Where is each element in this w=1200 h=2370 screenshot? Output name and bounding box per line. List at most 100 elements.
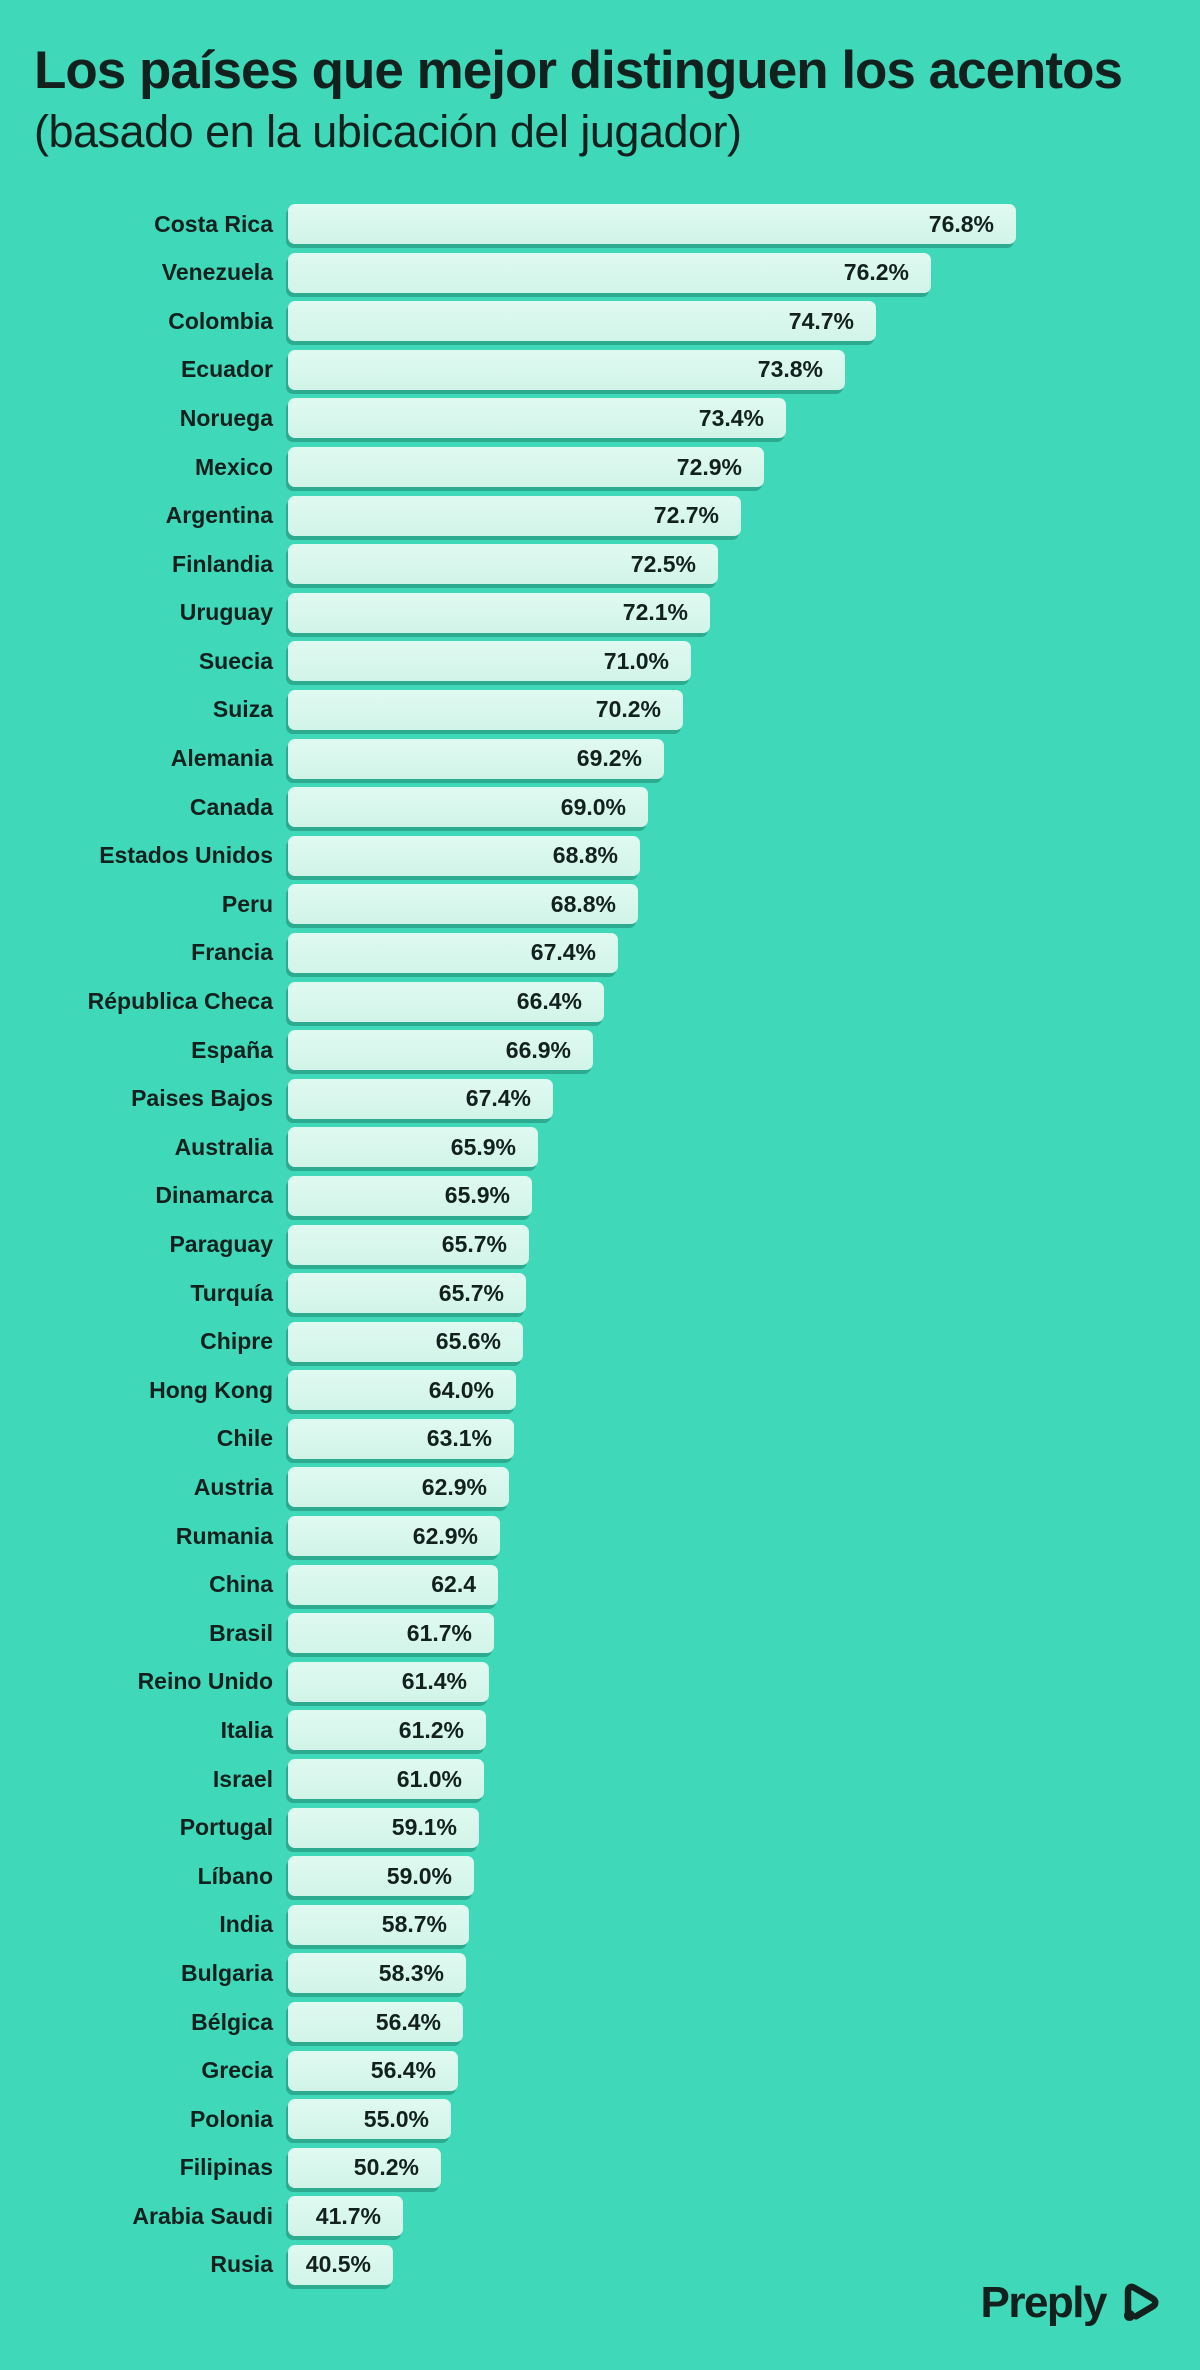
bar: 73.4% <box>288 398 786 439</box>
bar: 59.1% <box>288 1807 479 1848</box>
chart-title: Los países que mejor distinguen los acen… <box>34 41 1123 100</box>
value-label: 58.7% <box>381 1911 447 1938</box>
country-label: Colombia <box>168 307 273 334</box>
bar: 74.7% <box>288 301 876 342</box>
bar: 50.2% <box>288 2147 441 2188</box>
bar: 69.2% <box>288 738 664 779</box>
value-label: 56.4% <box>375 2008 441 2035</box>
value-label: 55.0% <box>363 2105 429 2132</box>
bar-row: Israel 61.0% <box>0 1759 1200 1800</box>
value-label: 56.4% <box>370 2057 436 2084</box>
country-label: Argentina <box>165 502 273 529</box>
bar-row: Francia 67.4% <box>0 932 1200 973</box>
value-label: 73.8% <box>757 356 823 383</box>
country-label: Républica Checa <box>87 988 273 1015</box>
bar: 61.7% <box>288 1613 494 1654</box>
bar: 65.9% <box>288 1175 532 1216</box>
bar-row: Canada 69.0% <box>0 787 1200 828</box>
value-label: 73.4% <box>698 404 764 431</box>
header: Los países que mejor distinguen los acen… <box>0 0 1200 158</box>
country-label: Filipinas <box>179 2154 273 2181</box>
bar-row: Bélgica 56.4% <box>0 2002 1200 2043</box>
bar: 72.1% <box>288 592 710 633</box>
bar: 65.7% <box>288 1273 526 1314</box>
bar: 61.4% <box>288 1661 489 1702</box>
bar-row: Argentina 72.7% <box>0 495 1200 536</box>
bar: 72.5% <box>288 544 718 585</box>
chart-subtitle: (basado en la ubicación del jugador) <box>34 106 742 158</box>
bar-row: Rumania 62.9% <box>0 1516 1200 1557</box>
bar: 68.8% <box>288 884 638 925</box>
country-label: Australia <box>174 1133 273 1160</box>
country-label: Brasil <box>209 1619 273 1646</box>
country-label: Turquía <box>190 1279 273 1306</box>
bar-row: India 58.7% <box>0 1904 1200 1945</box>
bar-row: Dinamarca 65.9% <box>0 1175 1200 1216</box>
bar: 67.4% <box>288 932 618 973</box>
bar-row: Bulgaria 58.3% <box>0 1953 1200 1994</box>
value-label: 59.0% <box>386 1862 452 1889</box>
country-label: Arabia Saudi <box>132 2202 273 2229</box>
country-label: Venezuela <box>161 259 273 286</box>
bar-row: Alemania 69.2% <box>0 738 1200 779</box>
country-label: Dinamarca <box>155 1182 273 1209</box>
country-label: Chile <box>216 1425 273 1452</box>
country-label: Italia <box>220 1716 273 1743</box>
value-label: 70.2% <box>595 696 661 723</box>
bar-row: Chipre 65.6% <box>0 1321 1200 1362</box>
country-label: Portugal <box>179 1814 273 1841</box>
country-label: Francia <box>191 939 273 966</box>
country-label: Noruega <box>179 404 273 431</box>
bar-row: Républica Checa 66.4% <box>0 981 1200 1022</box>
bar-row: Peru 68.8% <box>0 884 1200 925</box>
country-label: Chipre <box>200 1328 273 1355</box>
bar: 41.7% <box>288 2196 403 2237</box>
value-label: 61.4% <box>401 1668 467 1695</box>
bar: 61.2% <box>288 1710 486 1751</box>
country-label: Mexico <box>195 453 273 480</box>
country-label: Bulgaria <box>180 1959 273 1986</box>
country-label: India <box>219 1911 273 1938</box>
country-label: Grecia <box>201 2057 273 2084</box>
bar: 62.4 <box>288 1564 498 1605</box>
bar: 65.9% <box>288 1127 538 1168</box>
country-label: Costa Rica <box>154 210 273 237</box>
value-label: 59.1% <box>391 1814 457 1841</box>
country-label: España <box>191 1036 273 1063</box>
value-label: 74.7% <box>788 307 854 334</box>
bar: 56.4% <box>288 2050 458 2091</box>
bar-row: Filipinas 50.2% <box>0 2147 1200 2188</box>
bar: 70.2% <box>288 689 683 730</box>
bar-row: Paraguay 65.7% <box>0 1224 1200 1265</box>
brand-footer: Preply <box>980 2278 1162 2328</box>
country-label: Ecuador <box>180 356 273 383</box>
bar-row: Grecia 56.4% <box>0 2050 1200 2091</box>
bar-row: Brasil 61.7% <box>0 1613 1200 1654</box>
value-label: 76.2% <box>843 259 909 286</box>
value-label: 65.9% <box>444 1182 510 1209</box>
value-label: 76.8% <box>928 210 994 237</box>
bar: 62.9% <box>288 1467 509 1508</box>
bar: 62.9% <box>288 1516 500 1557</box>
bar: 58.3% <box>288 1953 466 1994</box>
bar-row: Rusia 40.5% <box>0 2244 1200 2285</box>
value-label: 72.9% <box>676 453 742 480</box>
bar: 66.4% <box>288 981 604 1022</box>
bar: 67.4% <box>288 1078 553 1119</box>
country-label: Austria <box>193 1473 273 1500</box>
value-label: 69.2% <box>576 745 642 772</box>
country-label: Peru <box>221 890 273 917</box>
bar: 58.7% <box>288 1904 469 1945</box>
country-label: Canada <box>189 793 273 820</box>
bar-row: Suiza 70.2% <box>0 689 1200 730</box>
bar: 65.7% <box>288 1224 529 1265</box>
bar-row: Venezuela 76.2% <box>0 252 1200 293</box>
value-label: 62.9% <box>421 1473 487 1500</box>
bar-row: Mexico 72.9% <box>0 447 1200 488</box>
bar-row: China 62.4 <box>0 1564 1200 1605</box>
bar-row: España 66.9% <box>0 1030 1200 1071</box>
bar: 59.0% <box>288 1856 474 1897</box>
value-label: 68.8% <box>552 842 618 869</box>
bar: 65.6% <box>288 1321 523 1362</box>
bar-row: Costa Rica 76.8% <box>0 204 1200 245</box>
